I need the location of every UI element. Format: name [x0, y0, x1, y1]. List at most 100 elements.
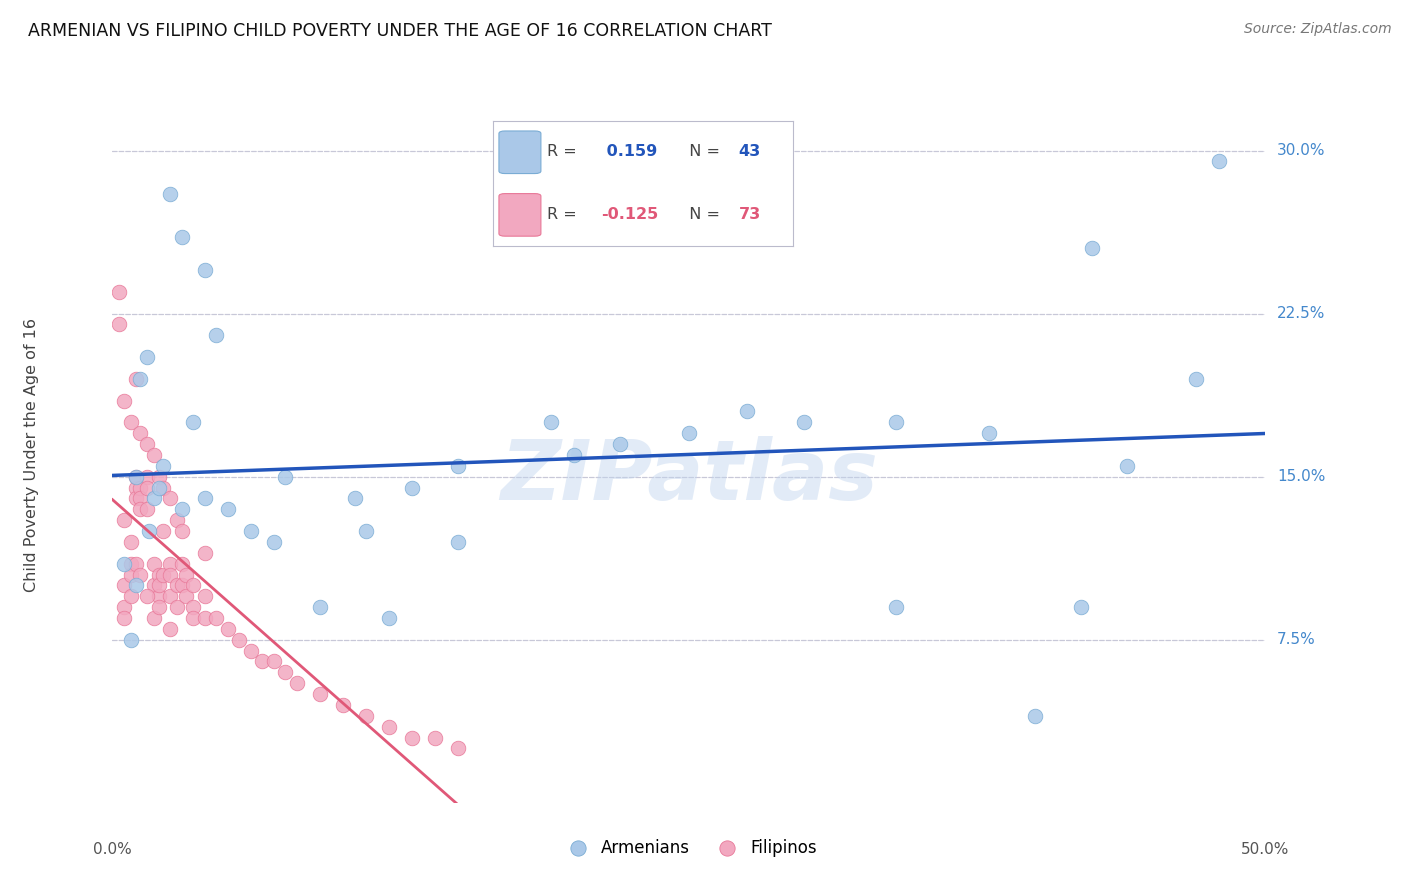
- Point: [194, 491, 217, 506]
- Point: [148, 600, 170, 615]
- Point: [112, 578, 135, 592]
- Point: [143, 448, 166, 462]
- Point: [447, 458, 470, 473]
- Text: 22.5%: 22.5%: [1277, 306, 1326, 321]
- Point: [239, 524, 262, 538]
- Point: [159, 491, 181, 506]
- Point: [108, 285, 131, 299]
- Point: [159, 589, 181, 603]
- Point: [447, 535, 470, 549]
- Point: [309, 600, 332, 615]
- Point: [609, 437, 631, 451]
- Point: [1116, 458, 1139, 473]
- Point: [217, 502, 239, 516]
- Point: [136, 469, 159, 483]
- Point: [678, 426, 700, 441]
- Point: [228, 632, 250, 647]
- Point: [170, 578, 193, 592]
- Point: [194, 589, 217, 603]
- Point: [148, 578, 170, 592]
- Point: [152, 524, 174, 538]
- Point: [136, 589, 159, 603]
- Point: [378, 611, 401, 625]
- Point: [425, 731, 447, 745]
- Point: [166, 578, 188, 592]
- Point: [112, 557, 135, 571]
- Point: [194, 263, 217, 277]
- Text: 15.0%: 15.0%: [1277, 469, 1326, 484]
- Point: [120, 557, 142, 571]
- Point: [129, 491, 152, 506]
- Point: [112, 600, 135, 615]
- Point: [1185, 372, 1208, 386]
- Point: [112, 393, 135, 408]
- Point: [129, 372, 152, 386]
- Point: [152, 458, 174, 473]
- Point: [332, 698, 354, 712]
- Point: [343, 491, 366, 506]
- Point: [170, 230, 193, 244]
- Point: [263, 535, 285, 549]
- Point: [148, 567, 170, 582]
- Point: [562, 448, 585, 462]
- Point: [159, 622, 181, 636]
- Point: [977, 426, 1000, 441]
- Text: Source: ZipAtlas.com: Source: ZipAtlas.com: [1244, 22, 1392, 37]
- Point: [124, 481, 146, 495]
- Legend: Armenians, Filipinos: Armenians, Filipinos: [554, 833, 824, 864]
- Point: [120, 632, 142, 647]
- Point: [124, 557, 146, 571]
- Point: [143, 491, 166, 506]
- Point: [174, 567, 197, 582]
- Point: [205, 611, 228, 625]
- Point: [239, 643, 262, 657]
- Point: [124, 372, 146, 386]
- Point: [170, 557, 193, 571]
- Point: [148, 481, 170, 495]
- Point: [136, 350, 159, 364]
- Point: [194, 611, 217, 625]
- Point: [124, 469, 146, 483]
- Point: [263, 655, 285, 669]
- Point: [793, 415, 815, 429]
- Point: [354, 708, 377, 723]
- Text: Child Poverty Under the Age of 16: Child Poverty Under the Age of 16: [24, 318, 39, 592]
- Text: 30.0%: 30.0%: [1277, 143, 1326, 158]
- Point: [166, 513, 188, 527]
- Point: [152, 481, 174, 495]
- Point: [886, 600, 908, 615]
- Point: [120, 567, 142, 582]
- Point: [138, 524, 160, 538]
- Point: [181, 415, 204, 429]
- Point: [112, 513, 135, 527]
- Text: 50.0%: 50.0%: [1241, 842, 1289, 857]
- Point: [886, 415, 908, 429]
- Point: [1208, 154, 1230, 169]
- Point: [148, 589, 170, 603]
- Point: [378, 720, 401, 734]
- Point: [181, 578, 204, 592]
- Point: [194, 546, 217, 560]
- Point: [124, 469, 146, 483]
- Point: [129, 481, 152, 495]
- Point: [152, 567, 174, 582]
- Point: [252, 655, 274, 669]
- Point: [129, 502, 152, 516]
- Point: [285, 676, 308, 690]
- Point: [274, 469, 297, 483]
- Text: 7.5%: 7.5%: [1277, 632, 1316, 648]
- Point: [120, 589, 142, 603]
- Point: [217, 622, 239, 636]
- Point: [108, 318, 131, 332]
- Point: [1081, 241, 1104, 255]
- Point: [540, 415, 562, 429]
- Point: [120, 535, 142, 549]
- Text: 0.0%: 0.0%: [93, 842, 132, 857]
- Text: ZIPatlas: ZIPatlas: [501, 436, 877, 517]
- Point: [129, 426, 152, 441]
- Point: [1024, 708, 1046, 723]
- Point: [401, 731, 423, 745]
- Point: [143, 578, 166, 592]
- Point: [170, 524, 193, 538]
- Text: ARMENIAN VS FILIPINO CHILD POVERTY UNDER THE AGE OF 16 CORRELATION CHART: ARMENIAN VS FILIPINO CHILD POVERTY UNDER…: [28, 22, 772, 40]
